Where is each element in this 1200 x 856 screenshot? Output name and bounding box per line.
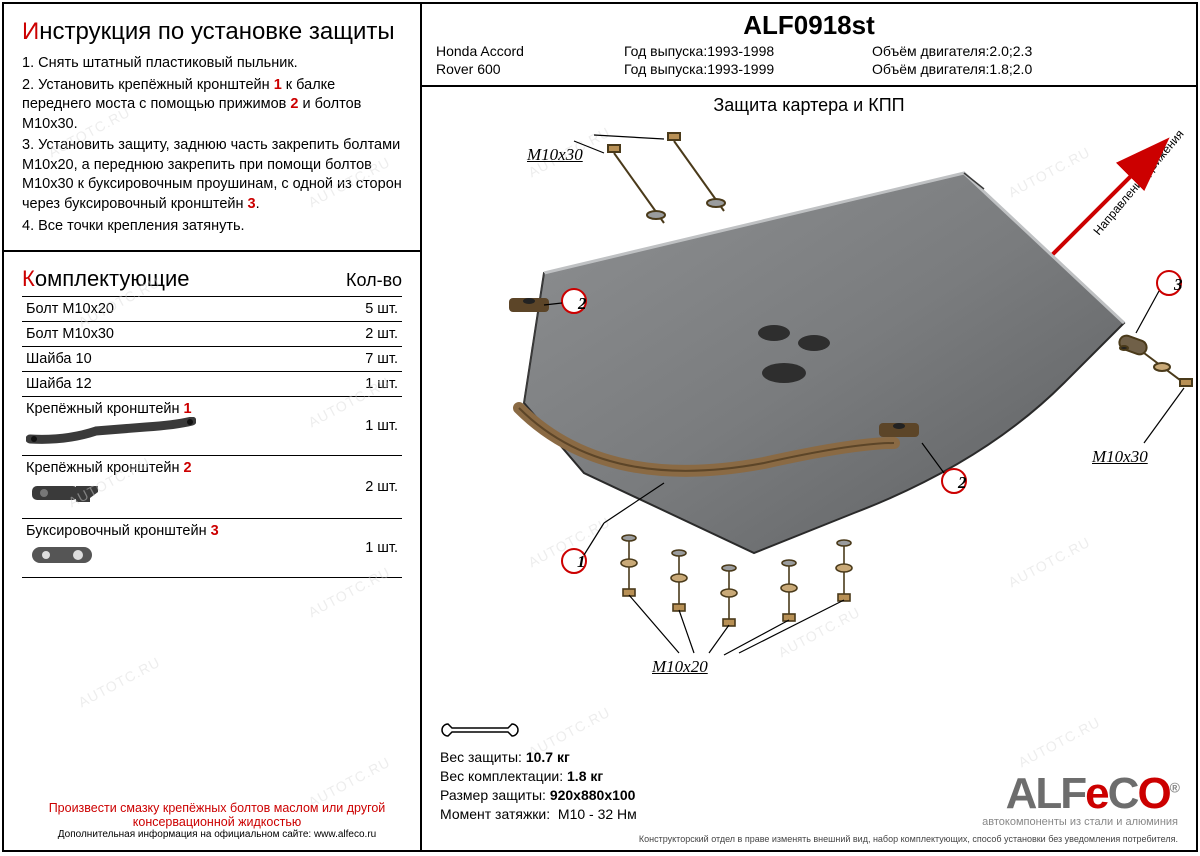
diagram-title: Защита картера и КПП [436, 95, 1182, 116]
callout-m10x30-top: М10х30 [527, 145, 583, 165]
header-section: ALF0918st Honda AccordГод выпуска:1993-1… [422, 4, 1196, 87]
specs: Вес защиты: 10.7 кг Вес комплектации: 1.… [440, 748, 637, 824]
instructions-title: Инструкция по установке защиты [22, 18, 402, 46]
parts-qty-header: Кол-во [346, 270, 402, 291]
vehicle-row: Rover 600Год выпуска:1993-1999Объём двиг… [436, 61, 1182, 77]
disclaimer: Конструкторский отдел в праве изменять в… [639, 834, 1178, 844]
callout-m10x20: М10х20 [652, 657, 708, 677]
instructions-text: 1. Снять штатный пластиковый пыльник.2. … [22, 54, 402, 236]
callout-2b: 2 [958, 473, 967, 493]
page: AUTOTC.RU AUTOTC.RU AUTOTC.RU AUTOTC.RU … [2, 2, 1198, 852]
parts-row: Шайба 107 шт. [22, 347, 402, 372]
diagram-section: Защита картера и КПП Направление движени… [422, 87, 1196, 850]
parts-title: Комплектующие [22, 266, 190, 292]
bracket-row: Буксировочный кронштейн 31 шт. [22, 519, 402, 578]
instructions-section: Инструкция по установке защиты 1. Снять … [4, 4, 420, 252]
callout-2a: 2 [578, 294, 587, 314]
parts-table: Болт М10х205 шт.Болт М10х302 шт.Шайба 10… [22, 296, 402, 578]
left-column: Инструкция по установке защиты 1. Снять … [4, 4, 422, 850]
instruction-step: 1. Снять штатный пластиковый пыльник. [22, 54, 402, 74]
callout-m10x30-right: М10х30 [1092, 447, 1148, 467]
parts-row: Шайба 121 шт. [22, 372, 402, 397]
parts-row: Болт М10х302 шт. [22, 322, 402, 347]
parts-row: Болт М10х205 шт. [22, 297, 402, 322]
parts-section: Комплектующие Кол-во Болт М10х205 шт.Бол… [4, 252, 420, 850]
wrench-icon [440, 720, 530, 740]
instruction-step: 2. Установить крепёжный кронштейн 1 к ба… [22, 76, 402, 135]
instruction-step: 3. Установить защиту, заднюю часть закре… [22, 136, 402, 214]
callout-1: 1 [577, 552, 586, 572]
bracket-row: Крепёжный кронштейн 11 шт. [22, 397, 402, 456]
vehicle-row: Honda AccordГод выпуска:1993-1998Объём д… [436, 43, 1182, 59]
part-number: ALF0918st [436, 10, 1182, 41]
instruction-step: 4. Все точки крепления затянуть. [22, 217, 402, 237]
right-column: ALF0918st Honda AccordГод выпуска:1993-1… [422, 4, 1196, 850]
footer-note: Произвести смазку крепёжных болтов масло… [22, 801, 412, 840]
bracket-row: Крепёжный кронштейн 22 шт. [22, 456, 402, 519]
logo: ALFeCO® автокомпоненты из стали и алюмин… [982, 774, 1178, 828]
diagram-svg [422, 123, 1196, 683]
callout-3: 3 [1174, 275, 1183, 295]
